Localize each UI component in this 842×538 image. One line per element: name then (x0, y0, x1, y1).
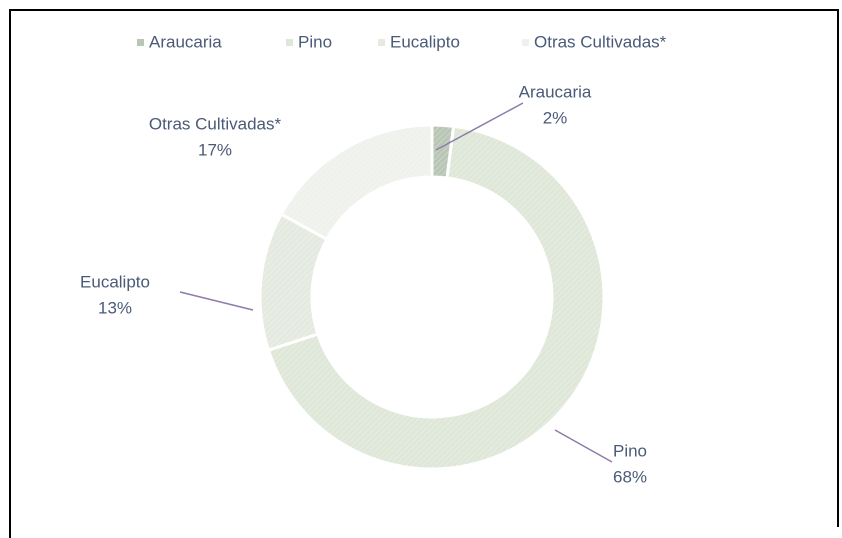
segment-hatch (268, 126, 604, 469)
legend-label: Araucaria (149, 32, 222, 51)
data-label-value: 2% (543, 108, 568, 127)
donut (258, 123, 606, 471)
data-label-name: Eucalipto (80, 272, 150, 291)
legend-label: Otras Cultivadas* (534, 32, 667, 51)
leader-line (179, 291, 254, 311)
leader-line (554, 429, 613, 463)
data-label-value: 13% (98, 298, 132, 317)
data-label-value: 17% (198, 140, 232, 159)
data-label-name: Araucaria (519, 82, 592, 101)
legend-label: Pino (298, 32, 332, 51)
data-label-name: Otras Cultivadas* (149, 114, 282, 133)
data-label-name: Pino (613, 441, 647, 460)
segment-hatch (259, 214, 327, 351)
legend-swatch (378, 39, 385, 46)
data-labels: Araucaria 2% Pino 68% Eucalipto 13% Otras Cult… (80, 82, 647, 486)
data-label-value: 68% (613, 467, 647, 486)
legend-label: Eucalipto (390, 32, 460, 51)
frame (9, 9, 839, 538)
legend-swatch (137, 39, 144, 46)
segment-hatch (281, 125, 432, 240)
legend-swatch (286, 39, 293, 46)
legend: Araucaria Pino Eucalipto Otras Cultivadas* (137, 32, 667, 51)
leader-line (435, 102, 524, 151)
legend-swatch (522, 39, 529, 46)
